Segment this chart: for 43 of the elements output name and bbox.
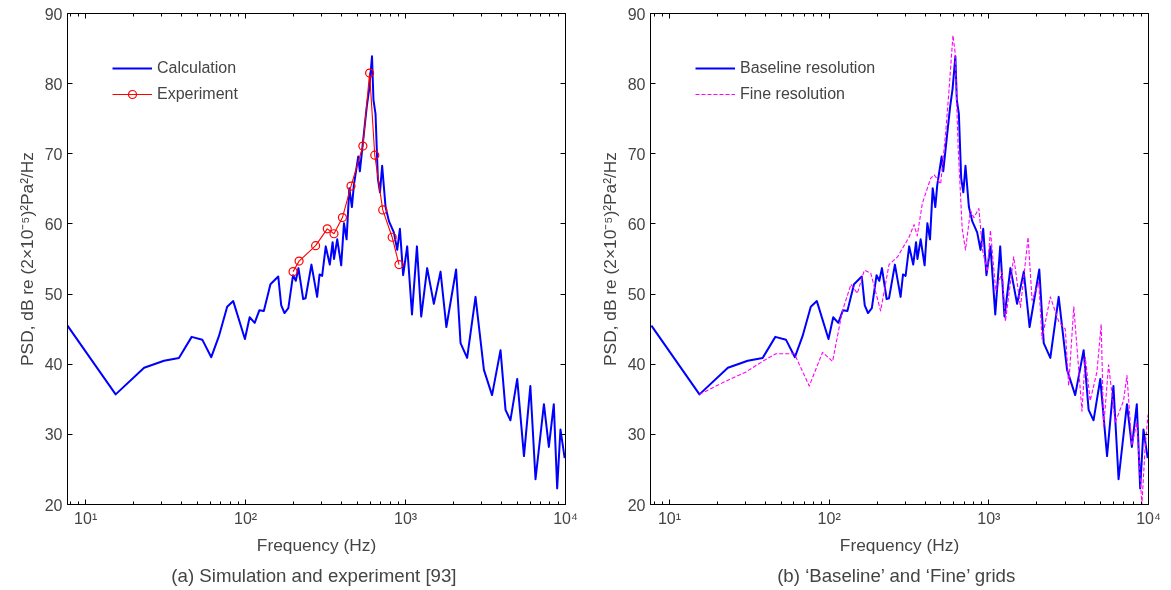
y-tick-label: 80 [44, 75, 63, 93]
x-tick-label: 10³ [977, 509, 1002, 527]
y-axis-title: PSD, dB re (2×10⁻⁵)²Pa²/Hz [16, 152, 37, 366]
point [337, 213, 348, 223]
x-tick-label: 10⁴ [1136, 509, 1161, 527]
text: (b) ‘Baseline’ and ‘Fine’ grids [777, 564, 1016, 586]
y-tick-label: 90 [44, 5, 63, 23]
point [346, 181, 356, 191]
x-tick-label: 10² [817, 509, 842, 527]
legend-label: Fine resolution [740, 85, 845, 103]
y-tick-label: 30 [627, 426, 646, 444]
text: (a) Simulation and experiment [93] [171, 564, 457, 586]
x-tick-label: 10³ [393, 509, 418, 527]
y-tick-label: 50 [44, 286, 63, 304]
x-tick-label: 10² [234, 509, 258, 527]
y-tick-label: 40 [44, 356, 63, 374]
x-axis-title: Frequency (Hz) [839, 534, 960, 555]
y-axis-title: PSD, dB re (2×10⁻⁵)²Pa²/Hz [599, 152, 620, 366]
y-tick-label: 30 [44, 426, 63, 444]
y-tick-label: 60 [44, 215, 63, 233]
legend-label: Experiment [157, 85, 238, 103]
point [329, 229, 339, 239]
x-axis-title: Frequency (Hz) [256, 534, 377, 555]
x-tick-label: 10¹ [74, 509, 98, 527]
y-tick-label: 20 [627, 496, 646, 514]
y-tick-label: 40 [627, 356, 646, 374]
y-tick-label: 90 [627, 5, 646, 23]
x-tick-label: 10¹ [657, 509, 682, 527]
legend-label: Calculation [157, 59, 237, 77]
x-tick-label: 10⁴ [553, 509, 578, 527]
y-tick-label: 70 [44, 145, 63, 163]
point [394, 260, 404, 270]
y-tick-label: 70 [627, 145, 646, 163]
y-tick-label: 80 [627, 75, 646, 93]
point [322, 224, 332, 234]
y-tick-label: 60 [627, 215, 646, 233]
point [311, 241, 321, 251]
y-tick-label: 50 [627, 286, 646, 304]
legend-label: Baseline resolution [740, 59, 876, 77]
y-tick-label: 20 [44, 496, 63, 514]
point [387, 232, 397, 242]
point [378, 205, 388, 215]
point [370, 150, 380, 160]
